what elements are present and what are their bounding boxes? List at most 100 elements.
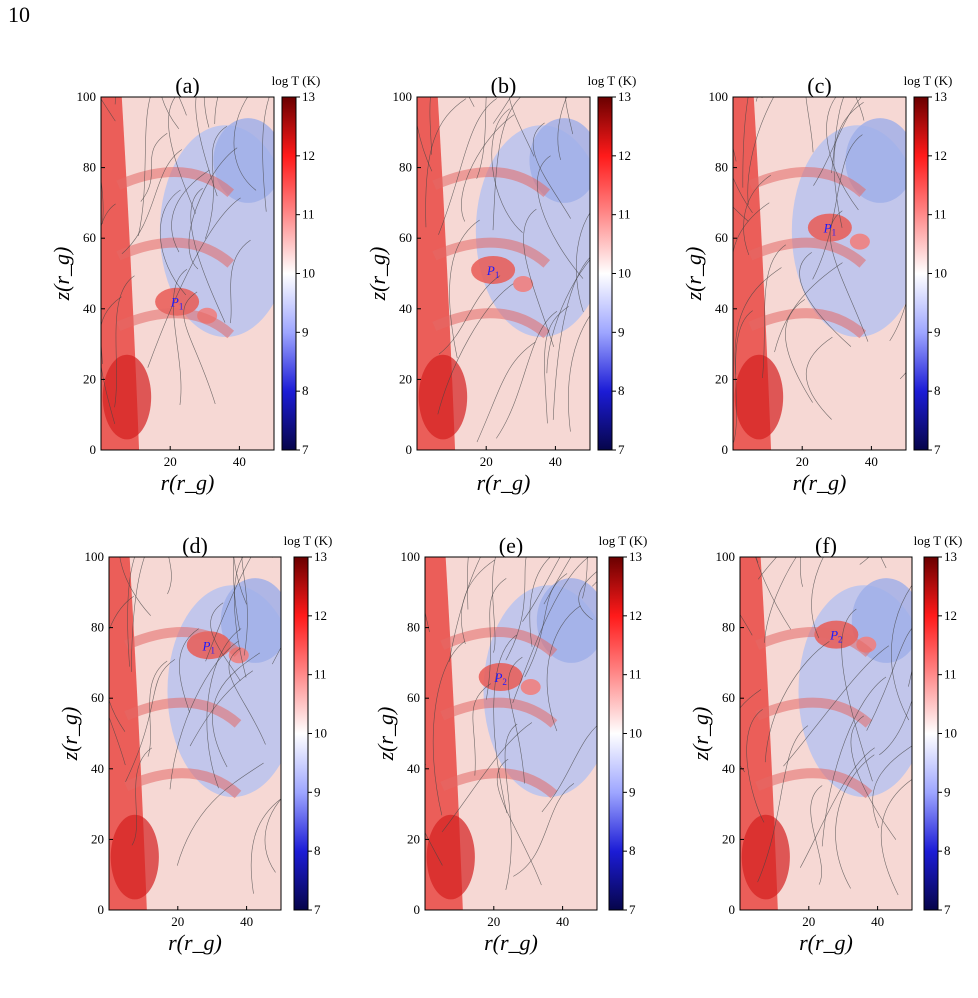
- page-number: 10: [8, 2, 30, 27]
- y-axis-label: z(r_g): [57, 707, 82, 762]
- y-tick-label: 20: [83, 371, 96, 386]
- x-tick-label: 20: [164, 454, 177, 469]
- y-tick-label: 80: [91, 620, 104, 635]
- y-tick-label: 20: [399, 371, 412, 386]
- y-tick-label: 80: [399, 160, 412, 175]
- y-tick-label: 20: [715, 371, 728, 386]
- colorbar-tick-label: 8: [944, 843, 951, 858]
- colorbar-tick-label: 10: [629, 726, 642, 741]
- colorbar-tick-label: 10: [944, 726, 957, 741]
- x-tick-label: 40: [865, 454, 878, 469]
- temperature-field-image: [425, 557, 597, 910]
- colorbar-tick-label: 10: [618, 266, 631, 281]
- y-tick-label: 100: [77, 89, 97, 104]
- colorbar-tick-label: 13: [934, 89, 947, 104]
- y-tick-label: 40: [722, 761, 735, 776]
- y-axis-label: z(r_g): [681, 247, 706, 302]
- colorbar-tick-label: 12: [629, 608, 642, 623]
- y-tick-label: 40: [715, 301, 728, 316]
- colorbar-tick-label: 7: [314, 902, 321, 917]
- y-tick-label: 60: [83, 230, 96, 245]
- colorbar: log T (K) 7 8 9 10 11 12 13: [284, 533, 333, 917]
- temperature-field-image: [417, 97, 590, 450]
- y-axis-label: z(r_g): [688, 707, 713, 762]
- colorbar: log T (K) 7 8 9 10 11 12 13: [599, 533, 648, 917]
- y-tick-label: 60: [91, 690, 104, 705]
- x-tick-label: 20: [487, 914, 500, 929]
- x-tick-label: 20: [802, 914, 815, 929]
- colorbar-tick-label: 12: [302, 148, 315, 163]
- y-tick-label: 60: [399, 230, 412, 245]
- colorbar-tick-label: 12: [934, 148, 947, 163]
- x-axis-label: r(r_g): [477, 470, 531, 495]
- panel-label: (f): [815, 533, 837, 558]
- colorbar-tick-label: 12: [944, 608, 957, 623]
- colorbar-tick-label: 10: [302, 266, 315, 281]
- colorbar-title: log T (K): [588, 73, 637, 88]
- colorbar-title: log T (K): [284, 533, 333, 548]
- colorbar-title: log T (K): [914, 533, 963, 548]
- y-tick-label: 0: [722, 442, 729, 457]
- temperature-field-image: [109, 557, 281, 910]
- colorbar-tick-label: 9: [302, 324, 309, 339]
- colorbar-tick-label: 8: [314, 843, 321, 858]
- panel-label: (c): [807, 73, 831, 98]
- colorbar-tick-label: 7: [944, 902, 951, 917]
- x-tick-label: 40: [549, 454, 562, 469]
- x-axis-label: r(r_g): [168, 930, 222, 955]
- colorbar-title: log T (K): [272, 73, 321, 88]
- y-tick-label: 40: [91, 761, 104, 776]
- colorbar-tick-label: 13: [302, 89, 315, 104]
- x-axis-label: r(r_g): [793, 470, 847, 495]
- colorbar-tick-label: 13: [618, 89, 631, 104]
- y-tick-label: 60: [407, 690, 420, 705]
- colorbar-tick-label: 11: [944, 667, 957, 682]
- y-tick-label: 20: [722, 831, 735, 846]
- colorbar-tick-label: 12: [314, 608, 327, 623]
- colorbar: log T (K) 7 8 9 10 11 12 13: [272, 73, 321, 457]
- y-tick-label: 0: [729, 902, 736, 917]
- colorbar-tick-label: 9: [314, 784, 321, 799]
- colorbar-tick-label: 10: [314, 726, 327, 741]
- colorbar: log T (K) 7 8 9 10 11 12 13: [914, 533, 963, 917]
- colorbar-tick-label: 11: [302, 207, 315, 222]
- y-axis-label: z(r_g): [365, 247, 390, 302]
- colorbar-tick-label: 8: [618, 383, 625, 398]
- y-tick-label: 100: [85, 549, 105, 564]
- y-tick-label: 80: [722, 620, 735, 635]
- x-tick-label: 20: [796, 454, 809, 469]
- y-tick-label: 100: [393, 89, 413, 104]
- y-tick-label: 100: [716, 549, 736, 564]
- colorbar: log T (K) 7 8 9 10 11 12 13: [904, 73, 953, 457]
- y-tick-label: 0: [406, 442, 413, 457]
- colorbar-tick-label: 8: [629, 843, 636, 858]
- y-tick-label: 20: [91, 831, 104, 846]
- x-tick-label: 20: [480, 454, 493, 469]
- colorbar-tick-label: 9: [618, 324, 625, 339]
- y-tick-label: 0: [98, 902, 105, 917]
- y-tick-label: 40: [399, 301, 412, 316]
- colorbar-tick-label: 8: [302, 383, 309, 398]
- colorbar: log T (K) 7 8 9 10 11 12 13: [588, 73, 637, 457]
- y-tick-label: 80: [715, 160, 728, 175]
- y-tick-label: 0: [90, 442, 97, 457]
- colorbar-tick-label: 10: [934, 266, 947, 281]
- colorbar-tick-label: 13: [629, 549, 642, 564]
- colorbar-tick-label: 7: [934, 442, 941, 457]
- temperature-field-image: [733, 97, 906, 450]
- y-tick-label: 40: [83, 301, 96, 316]
- colorbar-tick-label: 7: [618, 442, 625, 457]
- colorbar-tick-label: 9: [629, 784, 636, 799]
- temperature-field-image: [740, 557, 912, 910]
- x-axis-label: r(r_g): [799, 930, 853, 955]
- colorbar-tick-label: 11: [314, 667, 327, 682]
- x-tick-label: 40: [240, 914, 253, 929]
- colorbar-tick-label: 7: [629, 902, 636, 917]
